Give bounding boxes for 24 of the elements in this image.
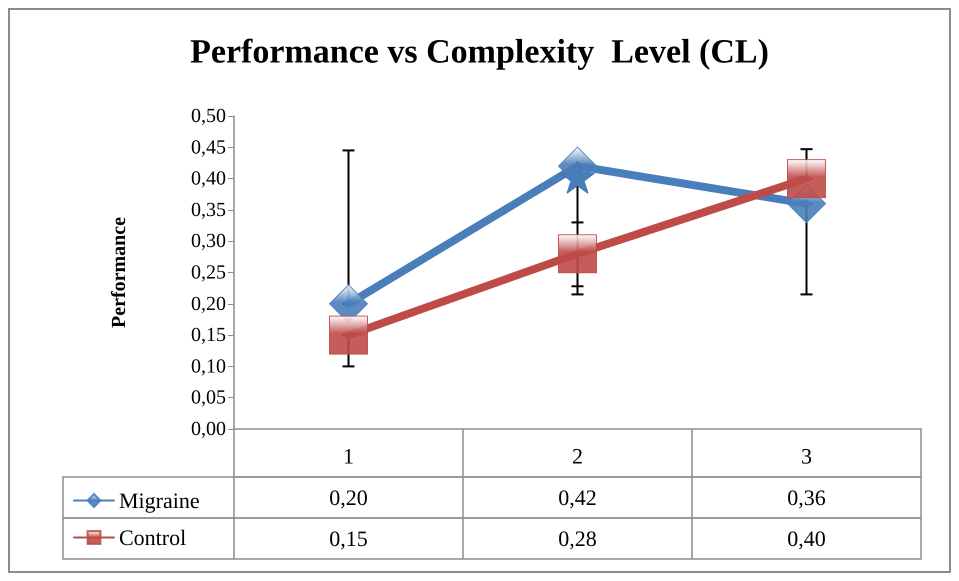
- y-tick-label: 0,20: [191, 292, 226, 315]
- y-axis-title: Performance: [108, 216, 130, 328]
- y-tick-label: 0,00: [191, 418, 226, 440]
- x-tick-label: 1: [343, 444, 354, 468]
- y-tick-label: 0,30: [191, 230, 226, 252]
- y-tick-label: 0,10: [191, 355, 226, 378]
- legend-label: Migraine: [119, 488, 200, 513]
- data-label: 0,36: [787, 485, 826, 510]
- data-label: 0,28: [558, 526, 597, 551]
- y-tick-label: 0,35: [191, 198, 226, 221]
- y-tick-label: 0,50: [191, 105, 226, 127]
- data-label: 0,42: [558, 485, 597, 510]
- chart-title: Performance vs Complexity Level (CL): [190, 34, 769, 70]
- y-tick-label: 0,05: [191, 386, 226, 409]
- data-label: 0,20: [329, 485, 368, 510]
- y-tick-label: 0,25: [191, 262, 226, 284]
- y-tick-label: 0,40: [191, 168, 226, 190]
- y-tick-label: 0,15: [191, 324, 226, 346]
- y-tick-label: 0,45: [191, 136, 226, 158]
- data-label: 0,15: [329, 526, 368, 551]
- x-tick-label: 2: [572, 444, 583, 468]
- legend-label: Control: [119, 525, 186, 550]
- data-label: 0,40: [787, 526, 826, 551]
- x-tick-label: 3: [801, 444, 812, 468]
